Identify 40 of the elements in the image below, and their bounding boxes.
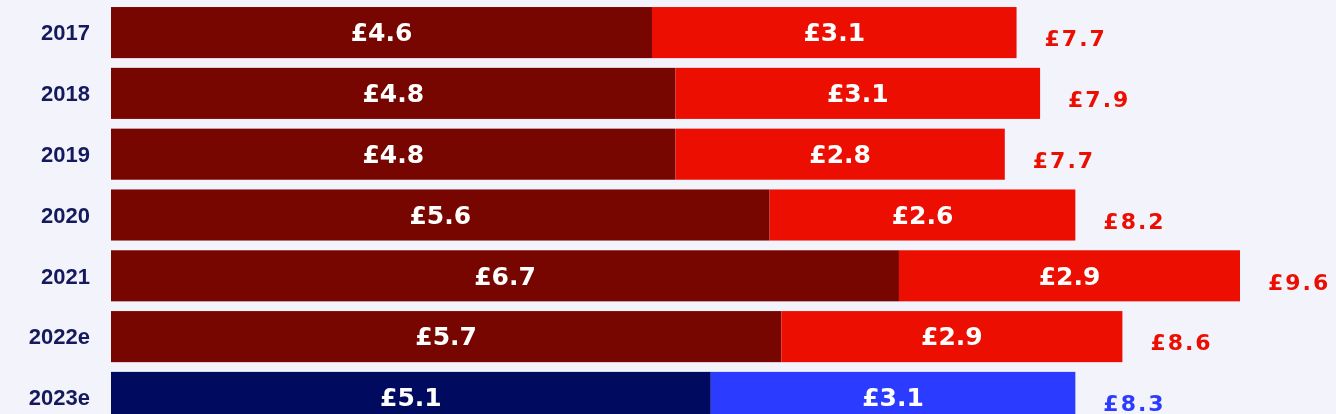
data-label: £2.9 <box>921 322 983 352</box>
data-label: £3.1 <box>862 383 924 413</box>
data-label: £5.1 <box>380 383 442 413</box>
bar <box>675 128 1005 180</box>
data-label: £2.9 <box>1038 261 1101 291</box>
bar <box>898 250 1240 302</box>
total-label: £8.3 <box>1103 391 1166 414</box>
data-label: £5.6 <box>409 200 472 230</box>
y-tick-label: 2020 <box>41 202 90 228</box>
data-label: £4.8 <box>362 139 425 169</box>
bar <box>111 189 770 241</box>
bar <box>675 67 1041 119</box>
bar <box>111 67 676 119</box>
data-label: £5.7 <box>415 322 478 352</box>
y-tick-label: 2019 <box>41 141 90 167</box>
data-label: £4.8 <box>362 79 425 109</box>
total-label: £7.7 <box>1032 147 1096 173</box>
bar <box>781 311 1123 363</box>
bar <box>111 250 899 302</box>
data-label: £4.6 <box>350 18 413 48</box>
y-tick-label: 2021 <box>41 263 90 289</box>
bar <box>111 7 652 59</box>
data-label: £3.1 <box>826 79 889 109</box>
total-label: £8.2 <box>1103 208 1166 234</box>
data-label: £2.8 <box>809 139 871 169</box>
data-label: £6.7 <box>474 261 536 291</box>
y-tick-label: 2018 <box>41 81 90 107</box>
y-tick-label: 2023e <box>28 385 90 411</box>
total-label: £9.6 <box>1268 269 1331 295</box>
y-tick-label: 2022e <box>28 324 90 350</box>
total-label: £8.6 <box>1150 330 1213 356</box>
bar <box>111 128 676 180</box>
bar <box>111 311 782 363</box>
total-label: £7.7 <box>1044 26 1107 52</box>
total-label: £7.9 <box>1068 87 1131 113</box>
y-tick-label: 2017 <box>41 20 90 46</box>
bar <box>651 7 1017 59</box>
bar <box>769 189 1076 241</box>
data-label: £2.6 <box>891 200 954 230</box>
data-label: £3.1 <box>803 18 866 48</box>
